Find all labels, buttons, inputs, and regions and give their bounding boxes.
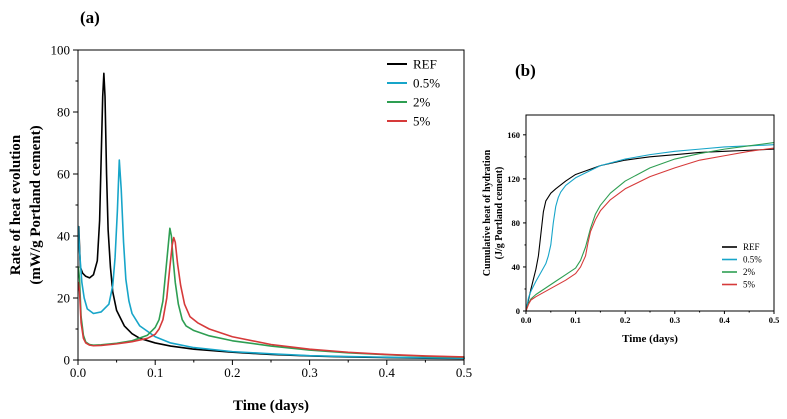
series-line-5pct xyxy=(77,236,465,358)
y-tick-label: 0 xyxy=(64,353,71,368)
panel-a-plot-frame xyxy=(77,49,465,361)
x-tick-label: 0.2 xyxy=(620,315,631,325)
y-tick-label: 20 xyxy=(57,291,70,306)
y-tick-label: 160 xyxy=(507,130,520,140)
panel-a: (a) 0.0 0.1 0.2 0.3 0.4 0.5 0 20 40 60 80 100 Time … xyxy=(8,8,472,414)
y-tick-label: 40 xyxy=(512,262,521,272)
x-tick-label: 0.3 xyxy=(669,315,680,325)
panel-a-series xyxy=(77,72,465,360)
legend-label: 0.5% xyxy=(413,76,440,91)
x-tick-label: 0.0 xyxy=(521,315,532,325)
x-tick-label: 0.1 xyxy=(147,365,163,380)
y-tick-label: 80 xyxy=(57,105,70,120)
panel-b-y-axis-title-line2: (J/g Portland cement) xyxy=(494,167,505,260)
x-tick-label: 0.1 xyxy=(570,315,581,325)
series-line-5pct xyxy=(525,147,775,312)
panel-a-x-axis-title: Time (days) xyxy=(233,398,309,414)
y-tick-label: 100 xyxy=(51,43,71,58)
series-line-0-5pct xyxy=(525,144,775,312)
y-tick-label: 40 xyxy=(57,229,70,244)
legend-label: REF xyxy=(413,57,437,72)
panel-b-y-axis-title-line1: Cumulative heat of hydration xyxy=(482,149,493,276)
y-tick-label: 120 xyxy=(507,174,520,184)
panel-a-y-axis-title-line1: Rate of heat evolution xyxy=(8,134,24,275)
panel-b-series xyxy=(525,141,775,312)
x-tick-label: 0.4 xyxy=(379,365,396,380)
panel-a-legend: REF 0.5% 2% 5% xyxy=(387,57,440,129)
x-tick-label: 0.4 xyxy=(719,315,730,325)
panel-b: (b) 0.0 0.1 0.2 0.3 0.4 0.5 0 40 80 120 160 Time (… xyxy=(482,61,779,345)
panel-a-y-axis-title-line2: (mW/g Portland cement) xyxy=(28,125,44,284)
y-tick-label: 0 xyxy=(516,306,520,316)
panel-a-label: (a) xyxy=(80,8,100,27)
legend-label: 0.5% xyxy=(743,255,762,265)
panel-b-x-axis-title: Time (days) xyxy=(622,333,678,345)
series-line-2pct xyxy=(525,141,775,312)
series-line-0-5pct xyxy=(77,159,465,359)
series-line-ref xyxy=(525,148,775,312)
legend-label: 5% xyxy=(743,280,756,290)
legend-label: 2% xyxy=(743,267,756,277)
series-line-ref xyxy=(77,72,465,360)
legend-label: 2% xyxy=(413,95,431,110)
legend-label: REF xyxy=(743,242,760,252)
x-tick-label: 0.5 xyxy=(769,315,780,325)
y-tick-label: 80 xyxy=(512,218,521,228)
panel-b-label: (b) xyxy=(515,61,536,80)
x-tick-label: 0.2 xyxy=(224,365,240,380)
x-tick-label: 0.5 xyxy=(456,365,472,380)
panel-b-legend: REF 0.5% 2% 5% xyxy=(722,242,762,290)
x-tick-label: 0.0 xyxy=(70,365,86,380)
y-tick-label: 60 xyxy=(57,167,70,182)
legend-label: 5% xyxy=(413,114,431,129)
x-tick-label: 0.3 xyxy=(301,365,317,380)
series-line-2pct xyxy=(77,227,465,359)
